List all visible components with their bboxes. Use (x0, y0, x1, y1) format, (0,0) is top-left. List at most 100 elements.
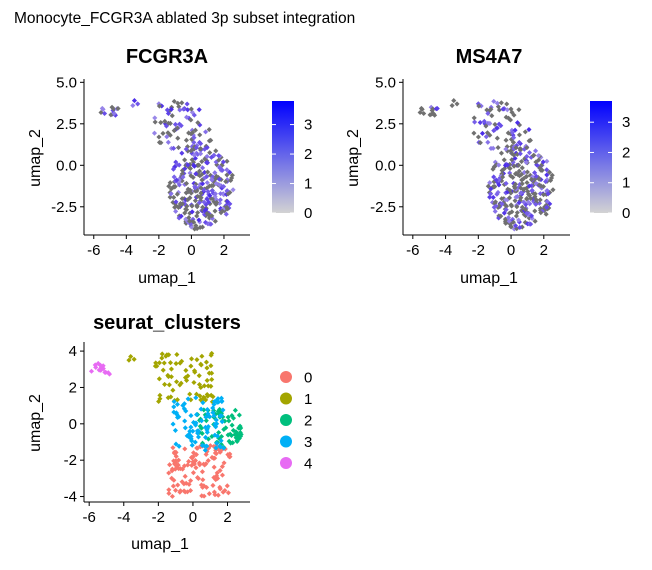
fcgr3a-cell-point (175, 145, 182, 151)
cluster-3-point (187, 428, 193, 434)
cluster-legend-label-1: 1 (304, 391, 312, 408)
cluster-0-point (170, 483, 176, 489)
ms4a7-cell-point (518, 171, 525, 177)
ms4a7-cell-point (535, 153, 542, 159)
ms4a7-cell-point (451, 98, 457, 104)
ms4a7-y-tick-label: 0.0 (375, 157, 396, 174)
cluster-3-point (212, 432, 218, 438)
fcgr3a-cell-point (173, 208, 179, 214)
fcgr3a-cell-point (205, 188, 211, 195)
fcgr3a-cell-point (225, 191, 231, 197)
clusters-y-tick-label: 0 (69, 416, 77, 433)
fcgr3a-cell-point (198, 185, 204, 191)
fcgr3a-cell-point (173, 199, 179, 205)
cluster-0-point (193, 465, 199, 471)
fcgr3a-cell-point (152, 119, 158, 125)
fcgr3a-cell-point (174, 125, 180, 131)
cluster-0-point (210, 482, 216, 488)
fcgr3a-cell-point (196, 107, 202, 113)
cluster-2-point (228, 440, 234, 446)
fcgr3a-cell-point (206, 126, 212, 133)
ms4a7-cell-point (544, 198, 550, 205)
fcgr3a-cell-point (186, 215, 192, 221)
ms4a7-cell-point (541, 192, 547, 198)
cluster-3-point (176, 414, 182, 420)
fcgr3a-x-tick-label: 2 (220, 242, 228, 259)
cluster-3-point (184, 433, 190, 439)
cluster-1-point (174, 351, 180, 358)
cluster-1-point (208, 392, 214, 398)
cluster-1-point (198, 384, 204, 390)
fcgr3a-cell-point (179, 201, 185, 207)
fcgr3a-cell-point (178, 213, 184, 219)
ms4a7-cell-point (505, 130, 511, 136)
fcgr3a-y-tick-label: 0.0 (56, 157, 77, 174)
fcgr3a-cell-point (229, 175, 235, 181)
cluster-1-point (131, 356, 137, 362)
fcgr3a-cell-point (179, 196, 185, 202)
fcgr3a-cell-point (187, 165, 193, 172)
fcgr3a-cell-point (212, 208, 218, 214)
cluster-0-point (219, 472, 225, 478)
fcgr3a-cell-point (188, 148, 194, 154)
cluster-0-point (166, 487, 172, 493)
cluster-2-point (234, 438, 240, 444)
fcgr3a-x-tick-label: -2 (152, 242, 165, 259)
clusters-x-tick-label: -4 (117, 509, 130, 526)
cluster-4-point (100, 366, 106, 372)
cluster-1-point (203, 359, 209, 365)
fcgr3a-cell-point (205, 169, 211, 175)
cluster-0-point (201, 493, 207, 499)
fcgr3a-cell-point (192, 127, 198, 133)
cluster-3-point (194, 412, 200, 418)
fcgr3a-cell-point (183, 137, 189, 143)
cluster-1-point (177, 360, 183, 366)
fcgr3a-cell-point (135, 101, 141, 107)
cluster-0-point (189, 455, 195, 461)
ms4a7-cell-point (505, 215, 511, 221)
fcgr3a-cell-point (167, 120, 173, 127)
ms4a7-cell-point (517, 151, 523, 157)
fcgr3a-cell-point (197, 139, 203, 145)
fcgr3a-cell-point (212, 170, 218, 176)
ms4a7-cell-point (533, 148, 539, 154)
fcgr3a-cell-point (204, 210, 210, 217)
cluster-0-point (197, 462, 203, 468)
fcgr3a-cell-point (199, 171, 205, 177)
fcgr3a-cell-point (196, 217, 202, 223)
cluster-2-point (236, 412, 242, 418)
cluster-3-point (171, 404, 177, 410)
cluster-0-point (191, 461, 197, 467)
cluster-3-point (172, 427, 178, 433)
ms4a7-cell-point (518, 185, 524, 191)
ms4a7-cell-point (512, 223, 519, 229)
cluster-3-point (170, 421, 176, 427)
ms4a7-x-tick-label: 2 (540, 242, 548, 259)
cluster-3-point (182, 425, 188, 431)
cluster-0-point (169, 466, 175, 472)
cluster-1-point (198, 362, 204, 368)
cluster-3-point (203, 414, 209, 420)
fcgr3a-cell-point (111, 106, 117, 112)
fcgr3a-cell-point (180, 174, 186, 180)
cluster-0-point (199, 469, 205, 475)
cluster-1-point (173, 361, 179, 367)
cluster-3-point (180, 402, 186, 408)
cluster-legend-key-2 (280, 414, 292, 426)
fcgr3a-cell-point (199, 159, 205, 165)
fcgr3a-cell-point (227, 169, 233, 175)
cluster-3-point (219, 398, 225, 405)
cluster-3-point (214, 421, 220, 427)
fcgr3a-cell-point (194, 204, 200, 210)
ms4a7-cell-point (483, 134, 489, 140)
clusters-points (88, 350, 244, 499)
fcgr3a-cell-point (204, 180, 210, 186)
cluster-1-point (205, 383, 211, 389)
ms4a7-cell-point (536, 176, 542, 182)
fcgr3a-cell-point (189, 203, 195, 209)
cluster-0-point (220, 489, 226, 495)
ms4a7-cell-point (508, 148, 514, 154)
fcgr3a-cell-point (162, 118, 168, 124)
fcgr3a-colorbar-label: 0 (304, 205, 312, 222)
ms4a7-cell-point (498, 100, 504, 106)
